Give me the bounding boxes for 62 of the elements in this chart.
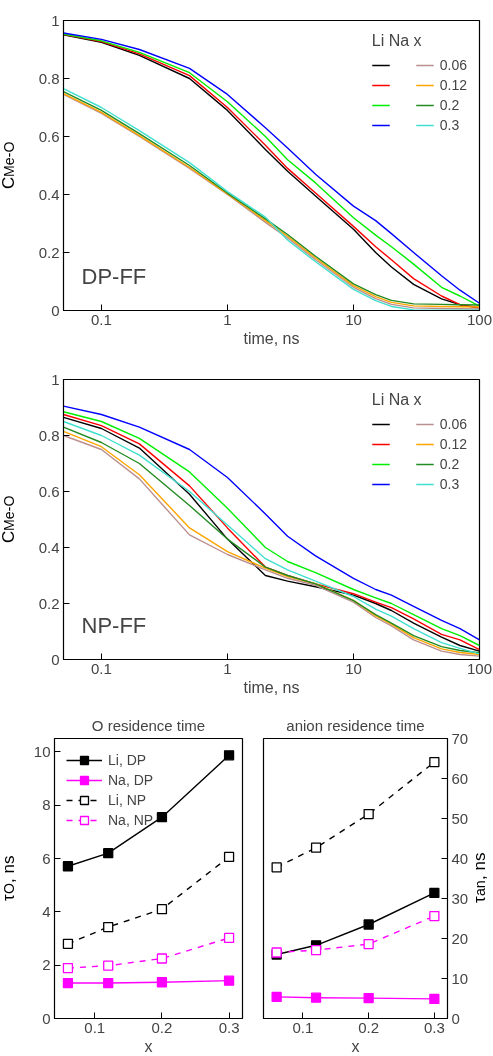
legend-label: Li, NP [108, 792, 147, 808]
x-tick-label: 100 [466, 659, 493, 677]
legend-label: 0.3 [439, 117, 460, 133]
x-axis-title: x [144, 1037, 153, 1055]
y-tick-label: 0.4 [38, 185, 60, 203]
annotation: DP-FF [81, 263, 147, 289]
y2-tick-label: 40 [451, 849, 469, 867]
y-tick-label: 4 [42, 902, 51, 920]
chart-title: O residence time [91, 716, 206, 734]
y-tick-label: 0.6 [38, 482, 60, 500]
y-tick-label: 0 [42, 1009, 51, 1027]
x-axis-title: time, ns [243, 329, 300, 347]
legend-label: Li, DP [108, 752, 147, 768]
legend-label: 0.06 [439, 416, 467, 432]
x-tick-label: 10 [345, 310, 362, 328]
y-tick-label: 1 [51, 11, 60, 29]
y-tick-label: 0 [51, 650, 60, 668]
y2-tick-label: 30 [451, 889, 469, 907]
y-tick-label: 0.2 [38, 594, 60, 612]
x-tick-label: 0.1 [91, 310, 112, 328]
x-tick-label: 0.2 [151, 1018, 173, 1036]
x-tick-label: 0.1 [84, 1018, 106, 1036]
y2-tick-label: 20 [451, 929, 469, 947]
legend-title: Li Na x [371, 391, 423, 409]
x-tick-label: 0.2 [358, 1018, 380, 1036]
x-tick-label: 100 [466, 310, 493, 328]
y-tick-label: 0 [51, 301, 60, 319]
y-tick-label: 6 [42, 849, 51, 867]
y-tick-label: 0.6 [38, 127, 60, 145]
legend-label: 0.3 [439, 476, 460, 492]
y-tick-label: 1 [51, 370, 60, 388]
y2-tick-label: 60 [451, 769, 469, 787]
legend-title: Li Na x [371, 32, 423, 50]
x-tick-label: 1 [223, 659, 232, 677]
y2-tick-label: 50 [451, 809, 469, 827]
x-tick-label: 10 [345, 659, 362, 677]
legend-label: 0.2 [439, 456, 460, 472]
legend-label: 0.06 [439, 57, 467, 73]
x-tick-label: 1 [223, 310, 232, 328]
y-tick-label: 8 [42, 796, 51, 814]
chart-title: anion residence time [286, 716, 425, 734]
y-tick-label: 0.8 [38, 69, 60, 87]
x-axis-title: x [351, 1037, 360, 1055]
x-tick-label: 0.3 [218, 1018, 240, 1036]
legend-label: 0.12 [439, 77, 467, 93]
y2-tick-label: 70 [451, 729, 469, 747]
legend-label: 0.2 [439, 97, 460, 113]
legend-label: 0.12 [439, 436, 467, 452]
y-tick-label: 10 [33, 742, 51, 760]
x-tick-label: 0.1 [91, 659, 112, 677]
x-tick-label: 0.3 [423, 1018, 445, 1036]
y-tick-label: 0.2 [38, 243, 60, 261]
y-tick-label: 0.4 [38, 538, 60, 556]
legend-label: Na, DP [108, 772, 154, 788]
y2-tick-label: 10 [451, 969, 469, 987]
x-axis-title: time, ns [243, 678, 300, 696]
y-tick-label: 0.8 [38, 426, 60, 444]
annotation: NP-FF [81, 612, 147, 638]
y-tick-label: 2 [42, 956, 51, 974]
x-tick-label: 0.1 [292, 1018, 314, 1036]
y2-tick-label: 0 [451, 1009, 460, 1027]
legend-label: Na, NP [108, 812, 154, 828]
